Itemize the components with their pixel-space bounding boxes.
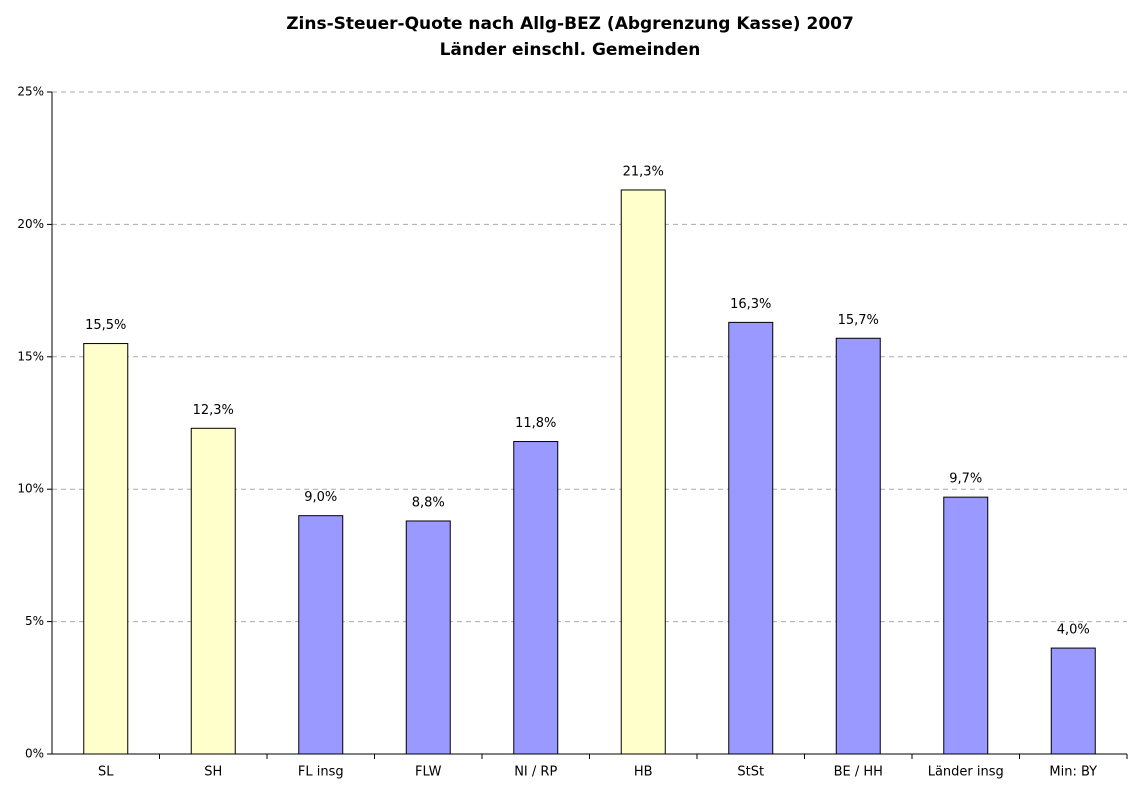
x-tick-label: Min: BY (1049, 765, 1097, 780)
chart-title: Zins-Steuer-Quote nach Allg-BEZ (Abgrenz… (286, 14, 854, 34)
x-tick-label: HB (634, 765, 653, 780)
value-label: 12,3% (193, 403, 234, 418)
value-label: 15,5% (85, 318, 126, 333)
y-tick-label: 5% (25, 614, 44, 628)
value-label: 4,0% (1057, 623, 1090, 638)
bar (513, 441, 559, 755)
bar (83, 343, 129, 755)
x-tick-label: SL (98, 765, 114, 780)
bar (1050, 647, 1096, 755)
bar (620, 189, 666, 755)
y-tick-label: 25% (17, 85, 44, 99)
bar (190, 427, 236, 755)
x-tick-label: BE / HH (834, 765, 883, 780)
x-tick-label: NI / RP (514, 765, 557, 780)
x-tick-label: StSt (737, 765, 764, 780)
y-tick-label: 20% (17, 217, 44, 231)
value-label: 11,8% (515, 416, 556, 431)
value-label: 16,3% (730, 297, 771, 312)
bar (405, 520, 451, 755)
x-tick-label: Länder insg (928, 765, 1004, 780)
value-label: 15,7% (838, 313, 879, 328)
bar (298, 515, 344, 755)
value-label: 8,8% (412, 495, 445, 510)
bar (835, 337, 881, 755)
y-tick-label: 15% (17, 349, 44, 363)
chart-subtitle: Länder einschl. Gemeinden (440, 40, 701, 60)
value-label: 9,7% (949, 472, 982, 487)
y-tick-label: 10% (17, 482, 44, 496)
y-tick-label: 0% (25, 747, 44, 761)
x-tick-label: SH (204, 765, 222, 780)
bar (728, 321, 774, 755)
value-label: 21,3% (623, 164, 664, 179)
x-tick-label: FL insg (298, 765, 344, 780)
bar (943, 496, 989, 755)
value-label: 9,0% (304, 490, 337, 505)
x-tick-label: FLW (415, 765, 442, 780)
